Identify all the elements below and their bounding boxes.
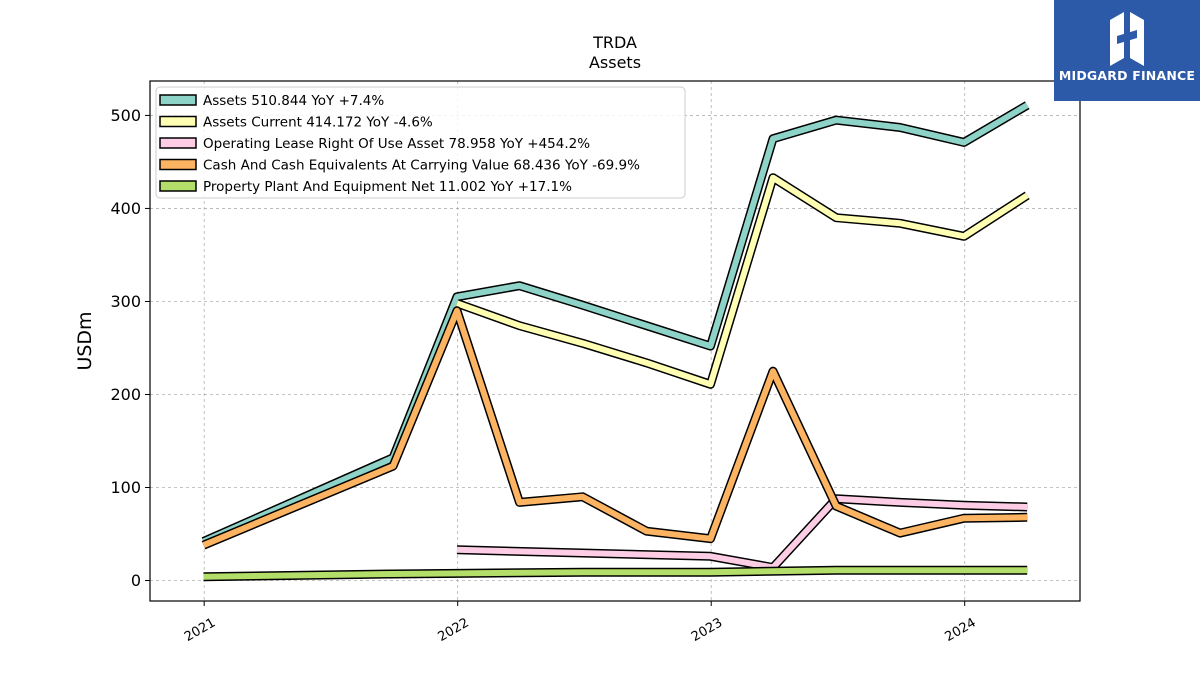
x-axis: 2021 2022 2023 2024: [182, 601, 979, 645]
legend-swatch: [159, 137, 197, 149]
chart-subtitle: Assets: [589, 53, 641, 72]
series-line-5: [203, 565, 1028, 582]
legend-label: Assets 510.844 YoY +7.4%: [203, 93, 384, 109]
legend-box: [155, 86, 686, 199]
legend-entry: Assets 510.844 YoY +7.4%: [159, 93, 384, 109]
legend-label: Property Plant And Equipment Net 11.002 …: [203, 179, 572, 195]
chart-title: TRDA: [592, 33, 637, 52]
y-tick-label: 200: [110, 385, 141, 404]
legend-swatch: [159, 115, 197, 128]
legend-entry: Operating Lease Right Of Use Asset 78.95…: [159, 136, 590, 152]
legend-entry: Property Plant And Equipment Net 11.002 …: [159, 179, 572, 195]
y-tick-label: 0: [131, 571, 141, 590]
legend-label: Operating Lease Right Of Use Asset 78.95…: [203, 136, 590, 152]
legend-swatch: [159, 158, 197, 171]
series-outline: [201, 306, 1028, 550]
legend-swatch: [159, 180, 197, 192]
y-axis: 0 100 200 300 400 500: [110, 106, 150, 590]
y-tick-label: 300: [110, 292, 141, 311]
y-tick-label: 400: [110, 199, 141, 218]
x-tick-label: 2023: [689, 615, 725, 645]
x-tick-label: 2021: [182, 615, 218, 645]
series-outline: [456, 494, 1028, 572]
x-tick-label: 2024: [943, 615, 979, 645]
legend: Assets 510.844 YoY +7.4% Assets Current 4…: [155, 86, 686, 199]
brand-logo-mark-icon: [1110, 12, 1144, 66]
series-stroke: [203, 567, 1028, 580]
legend-swatch: [159, 94, 197, 106]
y-axis-label: USDm: [74, 311, 96, 370]
series-line-4: [201, 306, 1028, 550]
legend-label: Assets Current 414.172 YoY -4.6%: [203, 115, 433, 131]
series-stroke: [456, 495, 1028, 571]
x-tick-label: 2022: [436, 615, 472, 645]
series-line-3: [456, 494, 1028, 572]
series-line-1: [201, 101, 1030, 546]
series-stroke: [202, 307, 1028, 548]
legend-entry: Cash And Cash Equivalents At Carrying Va…: [159, 158, 640, 174]
legend-label: Cash And Cash Equivalents At Carrying Va…: [203, 158, 640, 174]
y-tick-label: 100: [110, 478, 141, 497]
series-line-2: [455, 173, 1030, 389]
brand-name: MIDGARD FINANCE: [1058, 68, 1196, 83]
y-tick-label: 500: [110, 106, 141, 125]
series-layer: [201, 101, 1030, 582]
series-stroke: [455, 174, 1029, 388]
brand-logo: MIDGARD FINANCE: [1054, 0, 1200, 101]
series-stroke: [202, 102, 1029, 545]
legend-entry: Assets Current 414.172 YoY -4.6%: [159, 115, 433, 131]
plot-frame: [149, 80, 1081, 602]
